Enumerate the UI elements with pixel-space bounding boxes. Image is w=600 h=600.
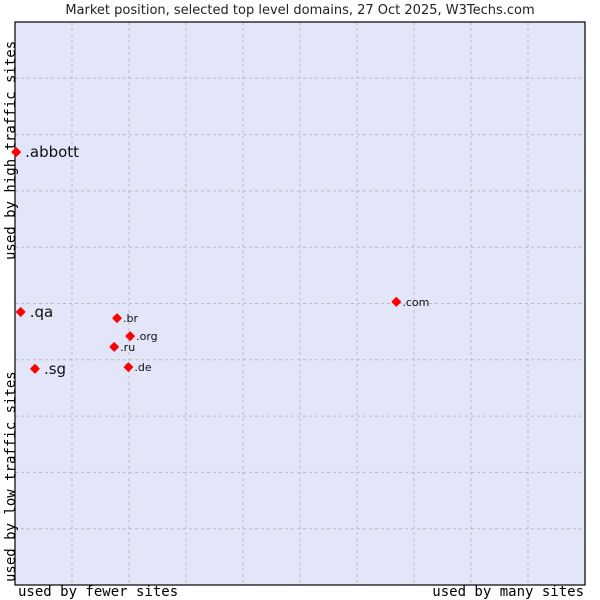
y-label-top: used by high traffic sites [3, 40, 19, 260]
y-label-bottom: used by low traffic sites [3, 371, 19, 582]
data-point [125, 331, 135, 341]
point-label: .ru [120, 341, 135, 354]
data-point [112, 313, 122, 323]
chart-title: Market position, selected top level doma… [65, 3, 535, 18]
point-label: .com [402, 296, 429, 309]
point-label: .org [136, 330, 158, 343]
x-label-right: used by many sites [432, 584, 584, 600]
point-label: .de [134, 361, 151, 374]
data-point [15, 307, 26, 317]
point-label: .qa [30, 303, 53, 321]
data-point [30, 364, 40, 374]
point-label: .sg [44, 360, 66, 378]
plot-border [14, 21, 586, 586]
data-point [109, 342, 119, 352]
point-label: .br [123, 312, 138, 325]
data-point [11, 147, 21, 157]
x-label-left: used by fewer sites [18, 584, 179, 600]
data-point [391, 297, 402, 307]
point-label: .abbott [25, 143, 79, 161]
data-point [123, 362, 134, 372]
